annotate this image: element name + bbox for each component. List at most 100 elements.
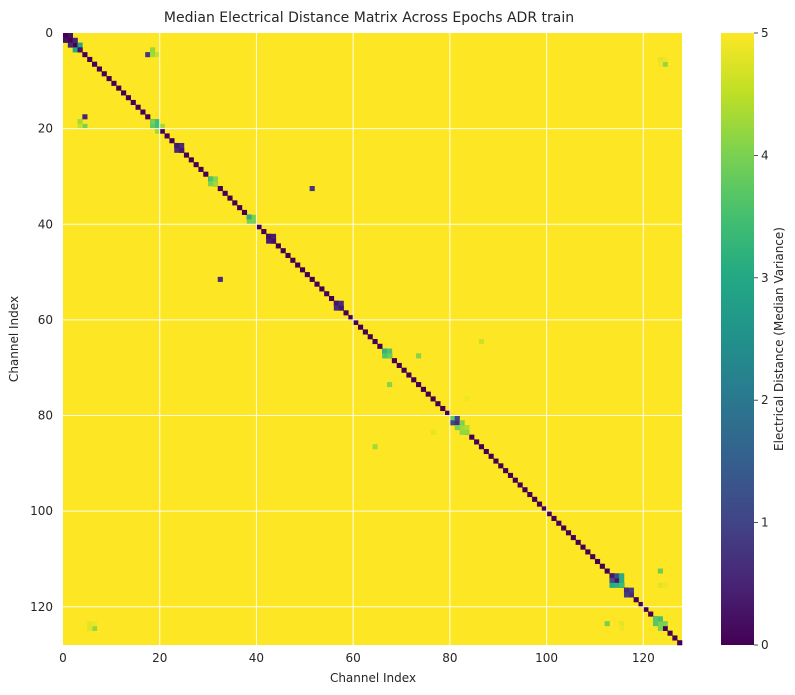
heatmap-cell xyxy=(469,434,475,440)
heatmap-cell xyxy=(522,487,528,493)
heatmap-cell xyxy=(275,243,281,249)
heatmap-cell xyxy=(449,420,456,426)
heatmap-cell xyxy=(87,625,93,631)
heatmap-cell xyxy=(643,606,649,612)
heatmap-cell xyxy=(387,348,393,354)
heatmap-cell xyxy=(159,128,165,134)
heatmap-cell xyxy=(343,310,349,316)
heatmap-cell xyxy=(652,616,659,622)
heatmap-cell xyxy=(657,56,663,62)
heatmap-cell xyxy=(145,52,151,58)
heatmap-cell xyxy=(333,305,339,311)
heatmap-cell xyxy=(251,214,257,220)
heatmap-cell xyxy=(478,339,485,345)
heatmap-cell xyxy=(154,123,161,129)
heatmap-cell xyxy=(212,176,219,182)
heatmap-cell xyxy=(382,348,388,354)
heatmap-cell xyxy=(517,482,523,488)
x-tick-label: 60 xyxy=(346,651,361,665)
heatmap-cell xyxy=(628,587,634,593)
heatmap-cell xyxy=(633,597,639,603)
heatmap-cell xyxy=(590,554,596,560)
y-tick-label: 20 xyxy=(38,122,53,136)
heatmap-cell xyxy=(348,315,354,321)
colorbar-tick-label: 3 xyxy=(761,271,769,285)
heatmap-cell xyxy=(464,429,470,435)
heatmap-cell xyxy=(96,66,102,72)
heatmap-cell xyxy=(619,621,625,627)
heatmap-cell xyxy=(82,123,88,129)
colorbar-tick-label: 2 xyxy=(761,393,769,407)
heatmap-cell xyxy=(454,415,460,421)
heatmap-cell xyxy=(309,276,315,282)
heatmap-cell xyxy=(270,238,277,244)
colorbar-tick-label: 5 xyxy=(761,26,769,40)
heatmap-cell xyxy=(614,573,620,579)
heatmap-cell xyxy=(662,621,668,627)
heatmap-cell xyxy=(135,104,141,110)
colorbar-ticks: 0 1 2 3 4 5 xyxy=(754,26,769,652)
heatmap-cell xyxy=(401,367,407,373)
heatmap-cell xyxy=(430,396,436,402)
heatmap-cell xyxy=(77,42,83,48)
heatmap-cell xyxy=(169,138,175,144)
heatmap-cell xyxy=(179,147,185,153)
heatmap-cell xyxy=(459,425,465,431)
heatmap-cell xyxy=(575,539,581,545)
heatmap-cell xyxy=(493,458,499,464)
heatmap-cell xyxy=(82,52,88,58)
heatmap-cell xyxy=(416,353,422,359)
heatmap-cell xyxy=(77,119,83,125)
heatmap-cell xyxy=(657,61,663,67)
heatmap-cell xyxy=(328,295,335,302)
heatmap-cell xyxy=(672,635,678,641)
heatmap-cell xyxy=(87,621,93,627)
heatmap-cell xyxy=(474,439,480,445)
heatmap-cell xyxy=(657,582,663,588)
heatmap-cell xyxy=(565,530,572,536)
heatmap-cell xyxy=(662,56,668,62)
heatmap-cell xyxy=(121,90,127,96)
heatmap-cell xyxy=(174,147,180,153)
heatmap-cell xyxy=(362,329,368,335)
heatmap-cell xyxy=(628,592,634,598)
heatmap-cell xyxy=(570,535,576,541)
heatmap-cell xyxy=(77,47,83,53)
heatmap-cell xyxy=(280,248,286,254)
heatmap-cell xyxy=(561,525,567,531)
heatmap-cell xyxy=(536,501,543,507)
heatmap-cell xyxy=(507,472,514,478)
heatmap-cell xyxy=(445,410,451,416)
heatmap-cell xyxy=(324,291,330,297)
heatmap-cell xyxy=(387,353,393,359)
y-tick-label: 40 xyxy=(38,217,53,231)
heatmap-cell xyxy=(67,33,73,39)
heatmap-cells xyxy=(63,33,683,646)
heatmap-cell xyxy=(319,286,325,292)
heatmap-cell xyxy=(503,468,509,474)
heatmap-cell xyxy=(546,511,552,517)
heatmap-cell xyxy=(357,324,364,330)
heatmap-cell xyxy=(77,123,83,129)
heatmap-cell xyxy=(154,119,161,125)
x-tick-label: 80 xyxy=(442,651,457,665)
heatmap-cell xyxy=(116,85,122,91)
chart-title: Median Electrical Distance Matrix Across… xyxy=(164,10,574,26)
heatmap-cell xyxy=(67,42,73,48)
heatmap-cell xyxy=(372,339,378,345)
heatmap-cell xyxy=(377,343,383,349)
heatmap-cell xyxy=(217,186,223,192)
heatmap-cell xyxy=(541,506,547,512)
heatmap-cell xyxy=(101,71,107,77)
heatmap-cell xyxy=(464,396,470,402)
heatmap-cell xyxy=(92,625,98,631)
heatmap-cell xyxy=(154,128,161,134)
x-tick-label: 20 xyxy=(152,651,167,665)
heatmap-cell xyxy=(609,582,615,588)
heatmap-cell xyxy=(551,515,557,521)
heatmap-cell xyxy=(251,219,257,225)
heatmap-cell xyxy=(164,133,170,139)
heatmap-cell xyxy=(67,37,73,43)
heatmap-cell xyxy=(353,319,359,325)
